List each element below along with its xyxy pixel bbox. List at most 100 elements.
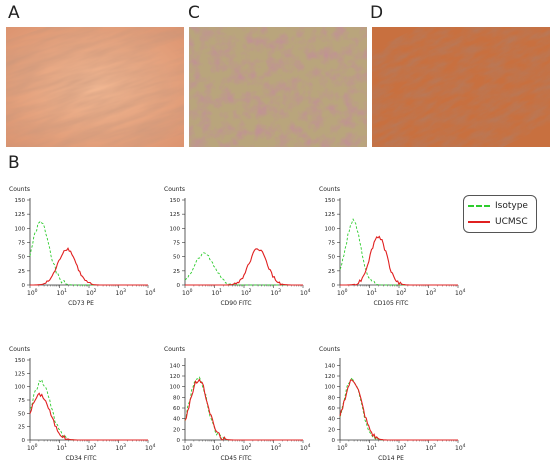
x-tick-label: 102 — [241, 443, 252, 452]
micrograph-a — [6, 27, 184, 147]
y-tick-label: 20 — [328, 427, 335, 433]
series-line-ucmsc — [339, 379, 458, 441]
y-tick-label: 140 — [170, 363, 181, 369]
y-tick-label: 40 — [173, 417, 180, 423]
series-line-isotype — [339, 218, 458, 286]
x-tick-label: 103 — [116, 288, 127, 297]
y-tick-label: 100 — [170, 385, 181, 391]
x-tick-label: 101 — [367, 443, 378, 452]
micrograph-c-image — [189, 27, 367, 147]
series-line-isotype — [184, 376, 303, 441]
y-tick-label: 140 — [325, 363, 336, 369]
y-tick-label: 0 — [332, 283, 336, 289]
y-tick-label: 100 — [325, 385, 336, 391]
y-tick-label: 0 — [177, 283, 181, 289]
legend-item-ucmsc: UCMSC — [468, 215, 528, 229]
legend-swatch-isotype — [468, 205, 490, 207]
legend-label-ucmsc: UCMSC — [495, 217, 528, 227]
x-tick-label: 102 — [86, 443, 97, 452]
y-tick-label: 125 — [170, 212, 181, 218]
y-tick-label: 150 — [325, 198, 336, 204]
x-tick-label: 100 — [182, 288, 193, 297]
series-line-ucmsc — [184, 378, 303, 441]
micrograph-d — [372, 27, 550, 147]
y-tick-label: 75 — [18, 241, 25, 247]
series-line-ucmsc — [30, 247, 148, 286]
x-tick-label: 101 — [57, 288, 68, 297]
x-tick-label: 102 — [86, 288, 97, 297]
x-axis-label: CD45 FITC — [220, 455, 251, 462]
series-line-ucmsc — [340, 235, 458, 286]
y-axis-label: Counts — [9, 186, 30, 193]
legend-swatch-ucmsc — [468, 221, 490, 223]
x-tick-label: 104 — [455, 288, 466, 297]
micrograph-c — [189, 27, 367, 147]
micrograph-a-image — [6, 27, 184, 147]
y-tick-label: 80 — [173, 395, 180, 401]
histogram-cd45: Counts 0 20 40 60 80 100 120 140 100 101 102 103 104 C… — [164, 346, 311, 462]
series-line-ucmsc — [185, 248, 303, 286]
x-tick-label: 101 — [212, 443, 223, 452]
series-line-isotype — [339, 376, 458, 442]
legend-item-isotype: Isotype — [468, 199, 528, 213]
x-tick-label: 104 — [145, 443, 156, 452]
histogram-cd105: Counts 0 25 50 75 100 125 150 100 101 102 103 104 CD1… — [319, 186, 466, 307]
y-tick-label: 80 — [328, 395, 335, 401]
y-axis-label: Counts — [319, 346, 340, 353]
y-tick-label: 125 — [15, 212, 26, 218]
x-tick-label: 103 — [116, 443, 127, 452]
y-tick-label: 25 — [328, 269, 335, 275]
series-line-isotype — [29, 378, 148, 441]
legend-label-isotype: Isotype — [495, 201, 528, 211]
y-tick-label: 25 — [18, 269, 25, 275]
x-axis-label: CD34 FITC — [65, 455, 96, 462]
y-tick-label: 25 — [18, 425, 25, 431]
x-tick-label: 100 — [27, 443, 38, 452]
y-tick-label: 40 — [328, 417, 335, 423]
y-tick-label: 50 — [18, 411, 25, 417]
y-tick-label: 75 — [328, 241, 335, 247]
micrograph-d-image — [372, 27, 550, 147]
histogram-cd90: Counts 0 25 50 75 100 125 150 100 101 102 103 104 CD9… — [164, 186, 311, 307]
x-tick-label: 102 — [396, 443, 407, 452]
y-tick-label: 50 — [328, 255, 335, 261]
x-tick-label: 101 — [57, 443, 68, 452]
panel-label-a: A — [8, 3, 20, 23]
y-tick-label: 20 — [173, 427, 180, 433]
y-tick-label: 150 — [170, 198, 181, 204]
y-tick-label: 100 — [15, 226, 26, 232]
x-tick-label: 103 — [271, 443, 282, 452]
x-axis-label: CD73 PE — [68, 300, 94, 307]
series-line-isotype — [29, 220, 148, 286]
y-tick-label: 0 — [177, 438, 181, 444]
y-tick-label: 150 — [15, 358, 26, 364]
y-tick-label: 50 — [18, 255, 25, 261]
y-axis-label: Counts — [164, 186, 185, 193]
y-tick-label: 50 — [173, 255, 180, 261]
y-tick-label: 120 — [170, 374, 181, 380]
y-tick-label: 100 — [325, 226, 336, 232]
x-tick-label: 103 — [426, 443, 437, 452]
x-tick-label: 103 — [271, 288, 282, 297]
x-tick-label: 104 — [455, 443, 466, 452]
x-axis-label: CD14 PE — [378, 455, 404, 462]
y-tick-label: 125 — [325, 212, 336, 218]
panel-label-c: C — [188, 3, 200, 23]
y-tick-label: 0 — [332, 438, 336, 444]
x-tick-label: 103 — [426, 288, 437, 297]
x-tick-label: 102 — [241, 288, 252, 297]
x-tick-label: 104 — [145, 288, 156, 297]
histogram-cd73: Counts 0 25 50 75 100 125 150 100 101 102 103 104 CD7… — [9, 186, 156, 307]
y-tick-label: 125 — [15, 371, 26, 377]
y-tick-label: 75 — [18, 398, 25, 404]
y-tick-label: 60 — [328, 406, 335, 412]
x-tick-label: 101 — [367, 288, 378, 297]
histogram-cd34: Counts 0 25 50 75 100 125 150 100 101 102 103 104 CD3… — [9, 346, 156, 462]
y-axis-label: Counts — [9, 346, 30, 353]
y-tick-label: 0 — [22, 438, 26, 444]
y-tick-label: 150 — [15, 198, 26, 204]
y-tick-label: 60 — [173, 406, 180, 412]
x-tick-label: 104 — [300, 443, 311, 452]
legend: Isotype UCMSC — [463, 195, 537, 233]
y-tick-label: 120 — [325, 374, 336, 380]
